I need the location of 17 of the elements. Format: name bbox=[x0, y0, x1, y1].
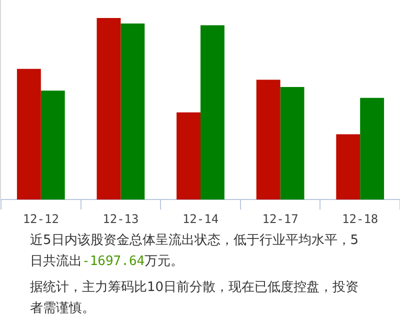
x-tick-label: 12-18 bbox=[342, 212, 378, 226]
text: 据统计，主力筹码比10日前分散，现在已低度控盘，投资者需谨慎。 bbox=[30, 279, 360, 318]
bar bbox=[16, 68, 41, 200]
x-tick-label: 12-17 bbox=[262, 212, 298, 226]
bar bbox=[200, 25, 224, 200]
bar bbox=[176, 112, 200, 200]
bar bbox=[336, 134, 360, 200]
x-tick-label: 12-12 bbox=[22, 212, 59, 226]
x-tick-label: 12-13 bbox=[102, 212, 139, 226]
x-tick-label: 12-14 bbox=[182, 212, 219, 226]
bar bbox=[120, 23, 145, 200]
text: 近5日内该股资金总体呈流出状态，低于行业平均水平，5日共流出-1697.64万元。 bbox=[30, 232, 360, 271]
bar bbox=[256, 80, 280, 200]
bar bbox=[96, 18, 121, 200]
bar bbox=[280, 87, 304, 200]
bar bbox=[40, 90, 65, 200]
bar bbox=[360, 98, 384, 200]
